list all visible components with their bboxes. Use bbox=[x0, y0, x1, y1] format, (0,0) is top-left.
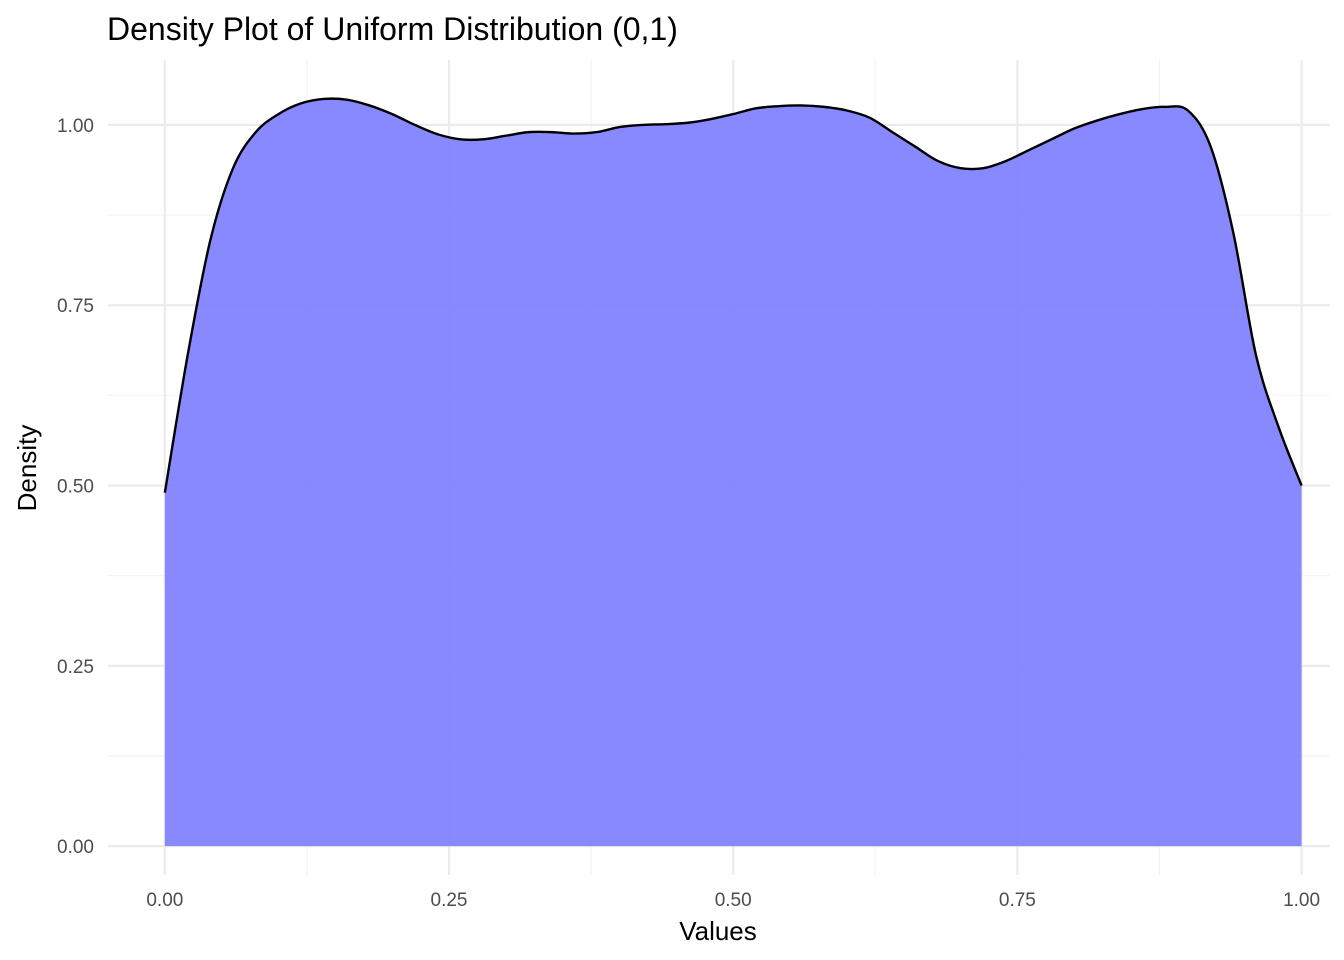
y-tick-label: 1.00 bbox=[57, 116, 94, 137]
chart-title: Density Plot of Uniform Distribution (0,… bbox=[107, 11, 678, 47]
y-tick-label: 0.00 bbox=[57, 837, 94, 858]
y-axis-title: Density bbox=[12, 425, 42, 512]
x-tick-label: 0.50 bbox=[715, 890, 752, 911]
density-line bbox=[163, 97, 1303, 493]
y-tick-label: 0.25 bbox=[57, 657, 94, 678]
x-tick-label: 1.00 bbox=[1283, 890, 1320, 911]
density-area bbox=[164, 98, 1302, 847]
x-tick-label: 0.00 bbox=[146, 890, 183, 911]
y-axis-ticks: 0.00 0.25 0.50 0.75 1.00 bbox=[57, 116, 94, 858]
x-tick-label: 0.25 bbox=[431, 890, 468, 911]
y-tick-label: 0.75 bbox=[57, 296, 94, 317]
x-tick-label: 0.75 bbox=[999, 890, 1036, 911]
x-axis-title: Values bbox=[679, 916, 757, 946]
y-tick-label: 0.50 bbox=[57, 477, 94, 498]
x-axis-ticks: 0.00 0.25 0.50 0.75 1.00 bbox=[146, 890, 1320, 911]
